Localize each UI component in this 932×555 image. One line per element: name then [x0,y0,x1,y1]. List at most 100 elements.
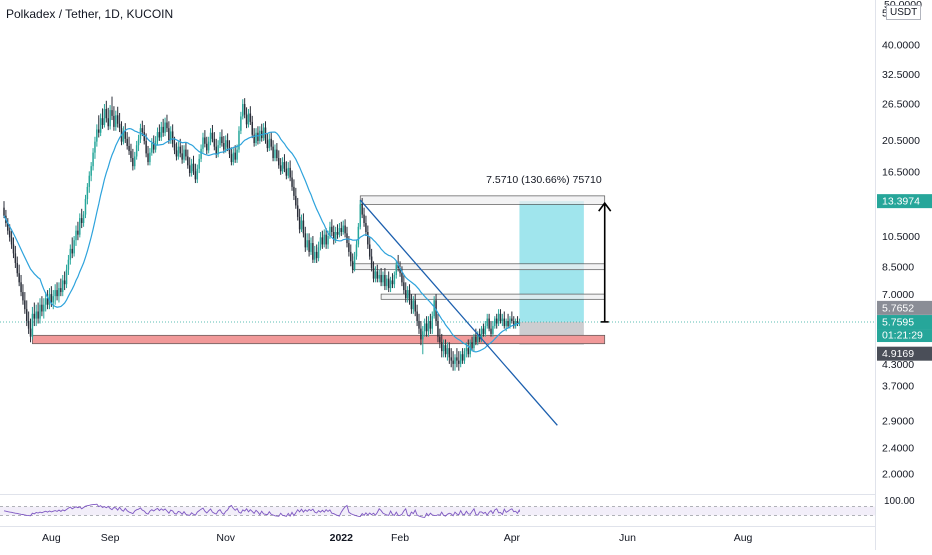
candle [488,313,490,332]
candle-body [298,216,301,230]
candle-body [90,166,92,176]
candle-body [187,156,189,166]
candle-body [173,143,176,151]
candle [25,300,28,327]
candle-body [495,318,498,324]
resistance-box[interactable] [352,263,606,271]
candle-body [361,204,363,215]
candle [65,264,68,289]
candle [321,230,324,249]
candle [86,183,89,205]
candle-body [327,236,329,245]
candle [412,296,415,314]
candle-body [132,158,134,167]
candle-body [56,290,58,297]
currency-badge[interactable]: USDT [886,5,922,20]
candle [67,254,70,275]
candle-body [376,271,379,279]
resistance-box[interactable] [380,293,606,300]
candle-body [249,113,252,122]
y-tick-label: 7.0000 [882,289,914,301]
price-badge-gray: 5.7652 [877,300,932,315]
candle-body [107,118,109,127]
candle-body [60,288,62,293]
candle [124,123,127,144]
x-tick-label: Jun [619,532,636,544]
candle-body [175,150,178,157]
candle [501,313,504,327]
candle [109,105,111,130]
candle-body [348,243,350,252]
resistance-box[interactable] [359,195,606,205]
candle [484,321,487,337]
candle-body [158,132,161,138]
candle [190,158,193,177]
candle-body [296,205,299,217]
candle-body [397,264,399,268]
candle [494,316,496,329]
candle-body [295,195,297,206]
candle [223,136,225,154]
candle [276,143,278,162]
candle [33,302,36,327]
rsi-pane[interactable]: 100.00 [0,496,915,518]
candle [355,240,358,260]
candle [452,351,454,371]
candle-body [162,126,164,133]
candle [79,213,81,238]
candle-body [372,267,375,279]
candle-body [439,336,441,343]
price-badge-text: 4.9169 [882,348,914,360]
candle [389,276,392,293]
descending-trendline[interactable] [359,199,558,426]
measure-label: 7.5710 (130.66%) 75710 [486,174,602,186]
candle-body [183,149,185,160]
candle [353,251,356,272]
candle [370,248,373,272]
candle-body [115,115,117,127]
candle-body [37,311,39,319]
candle [101,108,104,129]
price-axis[interactable]: 50.000040.000032.500026.500020.500016.50… [882,0,922,481]
candle [207,136,210,154]
price-badge-text: 13.3974 [882,196,920,208]
candle-body [43,304,45,312]
candle-body [492,326,494,334]
candle-body [149,152,151,163]
candle [463,348,466,364]
candle [376,264,379,283]
candle-body [454,357,456,364]
time-axis[interactable]: Aug Sep Nov 2022 Feb Apr Jun Aug [42,532,753,544]
candle-body [168,128,170,141]
candle [461,348,464,364]
candle [247,108,250,128]
candle [404,282,407,303]
candle [16,256,19,277]
candle [211,124,214,143]
candle-body [490,328,492,334]
x-tick-label: Apr [504,532,521,544]
support-zone[interactable] [32,334,606,345]
candle-body [501,318,504,322]
candle [61,274,64,297]
candle [60,278,62,297]
candle [420,321,422,346]
candle-body [238,130,240,150]
candle [503,311,506,329]
candle-body [497,313,500,324]
candle [185,142,187,161]
candle-body [440,342,443,352]
candle [319,232,322,251]
candle [164,117,166,137]
target-zone[interactable] [519,201,584,322]
candle-body [10,237,13,245]
candle-body [221,136,223,144]
candle [209,128,212,146]
candle [410,294,413,314]
candle-body [380,274,382,283]
candle-body [444,345,447,355]
candle [168,121,170,144]
candle [10,230,13,249]
